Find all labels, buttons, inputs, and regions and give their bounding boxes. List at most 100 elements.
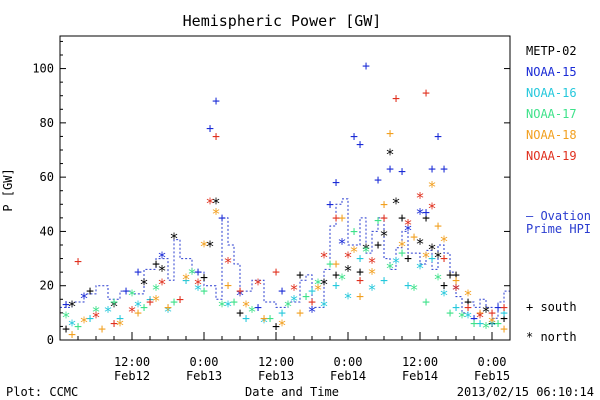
data-point-metp-02: * (67, 297, 76, 315)
data-point-noaa-18: + (134, 306, 142, 321)
data-point-noaa-17: * (91, 303, 100, 321)
data-point-noaa-18: + (296, 306, 304, 321)
data-point-noaa-17: * (409, 281, 418, 299)
data-point-noaa-17: * (217, 297, 226, 315)
data-point-metp-02: + (152, 257, 160, 272)
ovation-label-line1: — Ovation (526, 209, 591, 223)
data-point-noaa-16: * (487, 316, 496, 334)
data-point-metp-02: * (169, 230, 178, 248)
data-point-noaa-15: + (386, 162, 394, 177)
data-point-noaa-17: + (302, 290, 310, 305)
data-point-noaa-15: + (194, 265, 202, 280)
data-point-noaa-18: * (463, 287, 472, 305)
data-point-noaa-17: + (230, 295, 238, 310)
data-point-metp-02: * (481, 303, 490, 321)
data-point-metp-02: + (356, 265, 364, 280)
y-tick-label: 40 (40, 224, 54, 238)
legend-entry-noaa-18: NOAA-18 (526, 128, 577, 142)
series-legend: METP-02 NOAA-15 NOAA-16 NOAA-17 NOAA-18 NOAA-… (526, 44, 577, 163)
data-point-metp-02: * (379, 227, 388, 245)
data-point-noaa-15: + (212, 94, 220, 109)
data-point-noaa-16: + (332, 279, 340, 294)
data-point-noaa-16: * (259, 314, 268, 332)
data-point-noaa-16: * (289, 292, 298, 310)
data-point-metp-02: + (422, 211, 430, 226)
data-point-noaa-19: * (91, 308, 100, 326)
data-point-noaa-19: + (212, 129, 220, 144)
data-point-metp-02: + (200, 271, 208, 286)
data-point-metp-02: + (296, 268, 304, 283)
data-point-noaa-19: + (488, 306, 496, 321)
x-axis: 12:00Feb120:00Feb1312:00Feb130:00Feb1412… (59, 332, 511, 383)
data-point-noaa-15: + (206, 121, 214, 136)
data-point-noaa-17: + (170, 295, 178, 310)
data-point-metp-02: * (433, 249, 442, 267)
data-point-metp-02: * (109, 297, 118, 315)
data-point-noaa-19: * (223, 254, 232, 272)
data-point-noaa-18: + (500, 322, 508, 337)
data-point-noaa-18: * (79, 314, 88, 332)
legend-entry-noaa-19: NOAA-19 (526, 149, 577, 163)
data-point-noaa-15: + (254, 300, 262, 315)
data-point-metp-02: + (86, 284, 94, 299)
data-point-noaa-19: * (403, 216, 412, 234)
data-point-noaa-18: * (367, 265, 376, 283)
data-point-noaa-15: * (415, 205, 424, 223)
data-point-noaa-18: * (241, 297, 250, 315)
data-point-noaa-18: + (98, 322, 106, 337)
data-point-noaa-18: + (224, 279, 232, 294)
plot-timestamp: 2013/02/15 06:10:14 (457, 385, 594, 399)
data-point-noaa-18: * (421, 249, 430, 267)
data-point-metp-02: * (415, 235, 424, 253)
data-point-metp-02: + (272, 319, 280, 334)
data-point-noaa-18: + (260, 311, 268, 326)
data-point-noaa-17: + (494, 317, 502, 332)
data-point-noaa-16: + (308, 284, 316, 299)
data-point-noaa-18: * (181, 270, 190, 288)
data-point-noaa-18: + (434, 219, 442, 234)
data-point-noaa-19: + (380, 211, 388, 226)
data-point-metp-02: * (319, 276, 328, 294)
data-point-noaa-16: * (319, 297, 328, 315)
legend-entry-noaa-17: NOAA-17 (526, 107, 577, 121)
data-point-noaa-17: + (140, 300, 148, 315)
data-point-noaa-15: * (157, 249, 166, 267)
data-point-noaa-19: + (422, 86, 430, 101)
data-point-noaa-18: * (277, 316, 286, 334)
legend-entry-noaa-16: NOAA-16 (526, 86, 577, 100)
data-point-noaa-16: * (163, 303, 172, 321)
x-tick-date-label: Feb13 (186, 369, 222, 383)
legend-entry-noaa-15: NOAA-15 (526, 65, 577, 79)
data-point-noaa-19: * (319, 249, 328, 267)
data-point-noaa-16: + (404, 279, 412, 294)
data-point-noaa-15: + (218, 211, 226, 226)
x-tick-date-label: Feb12 (114, 369, 150, 383)
data-point-noaa-19: + (74, 254, 82, 269)
data-point-noaa-19: + (308, 295, 316, 310)
data-point-noaa-17: * (187, 265, 196, 283)
data-point-noaa-19: + (356, 273, 364, 288)
y-axis-label: P [GW] (1, 168, 15, 211)
data-point-metp-02: + (236, 306, 244, 321)
data-point-noaa-19: * (343, 249, 352, 267)
data-point-noaa-16: + (500, 306, 508, 321)
data-point-noaa-15: + (122, 284, 130, 299)
chart-title: Hemispheric Power [GW] (183, 12, 382, 30)
data-point-noaa-18: + (356, 290, 364, 305)
data-point-noaa-18: + (452, 273, 460, 288)
x-tick-date-label: Feb14 (402, 369, 438, 383)
data-point-metp-02: * (157, 262, 166, 280)
data-point-metp-02: * (343, 262, 352, 280)
data-point-noaa-19: * (157, 276, 166, 294)
data-point-metp-02: + (62, 322, 70, 337)
data-point-noaa-16: * (193, 281, 202, 299)
data-point-metp-02: + (452, 268, 460, 283)
data-point-noaa-16: + (116, 311, 124, 326)
data-point-noaa-19: * (427, 200, 436, 218)
data-point-noaa-16: * (415, 259, 424, 277)
data-point-noaa-18: * (115, 316, 124, 334)
data-point-noaa-15: + (428, 162, 436, 177)
data-point-noaa-19: + (176, 292, 184, 307)
data-point-noaa-17: * (385, 259, 394, 277)
